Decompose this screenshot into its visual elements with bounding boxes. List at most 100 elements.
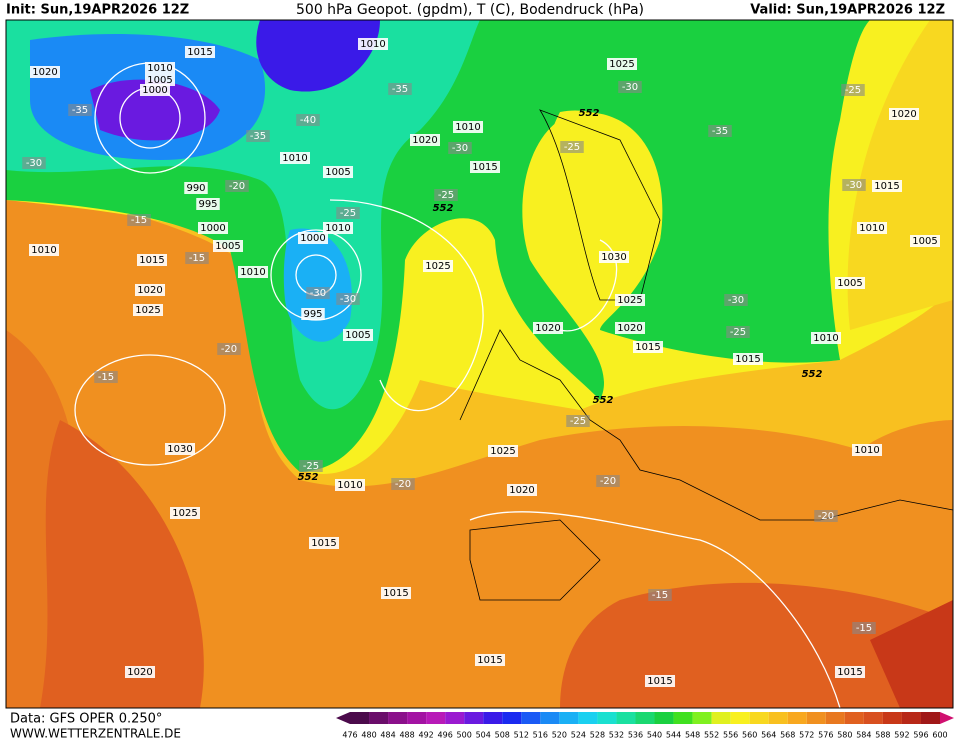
- temperature-label-bg: [724, 294, 748, 306]
- isobar-label: 1020: [412, 135, 437, 146]
- field-560-east: [847, 20, 953, 330]
- isobar-label-bg: [507, 484, 537, 496]
- isobar-label: 1030: [601, 252, 626, 263]
- colorbar-label: 496: [438, 731, 453, 740]
- colorbar-cell: [730, 712, 750, 724]
- colorbar-cell: [692, 712, 712, 724]
- temperature-label-bg: [814, 510, 838, 522]
- temperature-label-bg: [842, 179, 866, 191]
- colorbar-label: 564: [761, 731, 776, 740]
- isobar-label: 1020: [137, 285, 162, 296]
- temperature-label-bg: [391, 478, 415, 490]
- colorbar-label: 552: [704, 731, 719, 740]
- temperature-label: -30: [310, 288, 326, 299]
- isobar-label-bg: [423, 260, 453, 272]
- isobar-label-bg: [145, 62, 175, 74]
- isobar-label: 1010: [337, 480, 362, 491]
- temperature-label: -30: [846, 180, 862, 191]
- isobar-label-bg: [323, 222, 353, 234]
- isobar-label-bg: [645, 675, 675, 687]
- colorbar-cell: [806, 712, 826, 724]
- isobar-label-bg: [125, 666, 155, 678]
- field-504: [256, 20, 380, 92]
- field-580: [40, 420, 204, 708]
- colorbar-label: 596: [913, 731, 928, 740]
- temperature-label: -25: [570, 416, 586, 427]
- temperature-label: -20: [221, 344, 237, 355]
- isobar-label-bg: [872, 180, 902, 192]
- temperature-label: -25: [845, 85, 861, 96]
- isobar-label-bg: [238, 266, 268, 278]
- colorbar-cell: [635, 712, 655, 724]
- temperature-label: -15: [189, 253, 205, 264]
- isobar-label: 1015: [383, 588, 408, 599]
- colorbar-cell: [825, 712, 845, 724]
- isobar-label: 1010: [859, 223, 884, 234]
- colorbar-cell: [711, 712, 731, 724]
- isobar-label: 1020: [891, 109, 916, 120]
- colorbar-cell: [749, 712, 769, 724]
- isobar-label-bg: [298, 232, 328, 244]
- colorbar-label: 568: [780, 731, 795, 740]
- colorbar-label: 600: [932, 731, 947, 740]
- temperature-label: -20: [818, 511, 834, 522]
- isobar-label-bg: [475, 654, 505, 666]
- colorbar-label: 584: [856, 731, 871, 740]
- isobar-label-bg: [145, 74, 175, 86]
- isobar-label-bg: [852, 444, 882, 456]
- temperature-label: -20: [395, 479, 411, 490]
- isobar-label: 1015: [647, 676, 672, 687]
- isobar-label-bg: [280, 152, 310, 164]
- colorbar-cell: [483, 712, 503, 724]
- temperature-label: -15: [131, 215, 147, 226]
- field-556-scandinavia: [541, 110, 662, 292]
- isobar-label-bg: [335, 479, 365, 491]
- temperature-label-bg: [708, 125, 732, 137]
- isobar-label-bg: [835, 666, 865, 678]
- colorbar-cell: [597, 712, 617, 724]
- height-label: 552: [579, 108, 600, 119]
- isobar-label-bg: [615, 322, 645, 334]
- height-label: 552: [433, 203, 454, 214]
- temperature-label-bg: [596, 475, 620, 487]
- colorbar-label: 476: [342, 731, 357, 740]
- isobar-label: 995: [303, 309, 322, 320]
- isobar-label-bg: [910, 235, 940, 247]
- valid-time: Valid: Sun,19APR2026 12Z: [750, 3, 945, 18]
- isobar-label-bg: [488, 445, 518, 457]
- isobar-label-bg: [29, 244, 59, 256]
- isobar-label-bg: [301, 308, 325, 320]
- height-label: 552: [298, 472, 319, 483]
- isobar-label: 1015: [477, 655, 502, 666]
- isobar-label-bg: [198, 222, 228, 234]
- temperature-label: -25: [730, 327, 746, 338]
- temperature-label: -35: [392, 84, 408, 95]
- isobar-label: 1000: [300, 233, 325, 244]
- isobar-label-bg: [381, 587, 411, 599]
- colorbar-arrow-low: [336, 712, 350, 724]
- temperature-label-bg: [185, 252, 209, 264]
- temperature-label-bg: [434, 189, 458, 201]
- temperature-label: -30: [728, 295, 744, 306]
- isobar-label: 1010: [360, 39, 385, 50]
- temperature-label: -40: [300, 115, 316, 126]
- isobar-label-bg: [323, 166, 353, 178]
- isobar-label: 1025: [172, 508, 197, 519]
- isobar-label-bg: [533, 322, 563, 334]
- colorbar-label: 548: [685, 731, 700, 740]
- init-time: Init: Sun,19APR2026 12Z: [6, 3, 189, 18]
- isobar-label: 1015: [735, 354, 760, 365]
- temperature-label: -15: [98, 372, 114, 383]
- colorbar-label: 544: [666, 731, 681, 740]
- temperature-label-bg: [852, 622, 876, 634]
- colorbar-cell: [901, 712, 921, 724]
- isobar-label: 1010: [282, 153, 307, 164]
- temperature-label: -35: [72, 105, 88, 116]
- colorbar-cell: [388, 712, 408, 724]
- colorbar-label: 520: [552, 731, 567, 740]
- isobar-label-bg: [165, 443, 195, 455]
- isobar-label: 1010: [31, 245, 56, 256]
- temperature-label: -30: [340, 294, 356, 305]
- isobar-label-bg: [213, 240, 243, 252]
- field-520: [283, 228, 352, 342]
